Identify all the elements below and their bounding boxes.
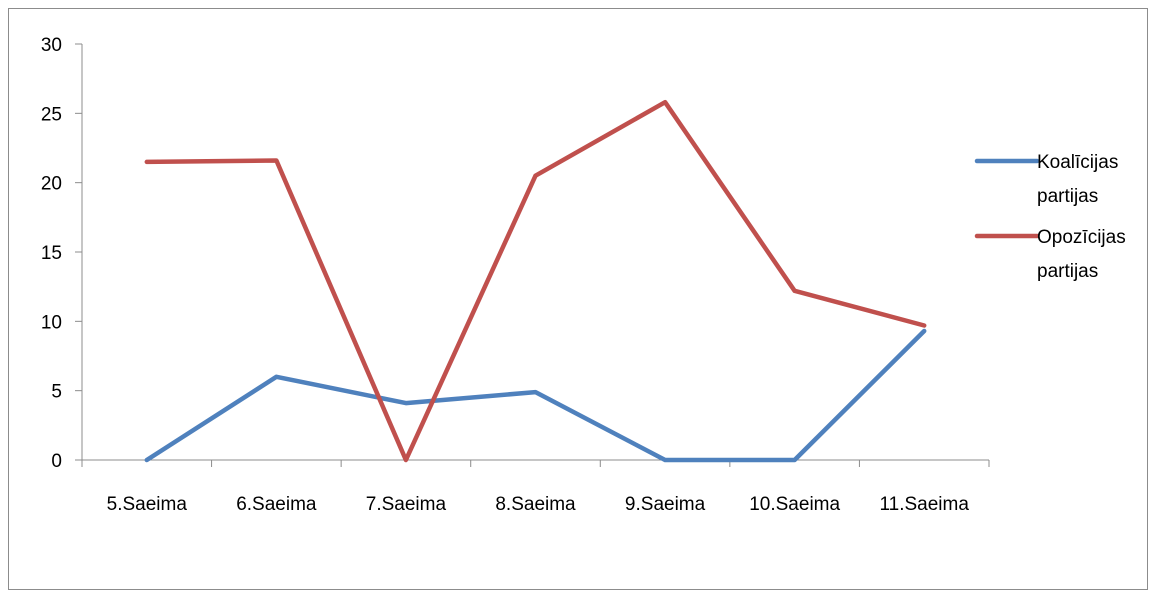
y-tick-label: 25 <box>41 104 62 125</box>
x-tick-label: 10.Saeima <box>749 494 840 515</box>
axis-ticks: 0 5 10 15 20 25 30 5.Saeima 6.Saeima 7.Saeima 8.Sa… <box>41 35 990 515</box>
x-tick-label: 7.Saeima <box>366 494 447 515</box>
legend-label-1: Koalīcijas <box>1037 152 1118 173</box>
chart-frame <box>8 8 1148 590</box>
chart-legend: Koalīcijas partijas Opozīcijas partijas <box>974 152 1126 282</box>
chart-series <box>144 99 927 463</box>
series-line-1 <box>144 328 927 463</box>
x-tick-label: 9.Saeima <box>625 494 706 515</box>
y-tick-label: 10 <box>41 312 62 333</box>
x-tick-label: 8.Saeima <box>495 494 576 515</box>
legend-label-1: partijas <box>1037 186 1098 207</box>
x-tick-label: 6.Saeima <box>236 494 317 515</box>
series-line-2 <box>144 99 927 463</box>
y-tick-label: 20 <box>41 174 62 195</box>
y-tick-label: 30 <box>41 35 62 56</box>
y-tick-label: 15 <box>41 243 62 264</box>
legend-label-2: Opozīcijas <box>1037 227 1126 248</box>
x-tick-label: 11.Saeima <box>879 494 969 515</box>
y-tick-label: 5 <box>51 382 62 403</box>
x-tick-label: 5.Saeima <box>107 494 188 515</box>
chart-axes <box>81 44 989 461</box>
legend-label-2: partijas <box>1037 261 1098 282</box>
y-tick-label: 0 <box>51 451 62 472</box>
